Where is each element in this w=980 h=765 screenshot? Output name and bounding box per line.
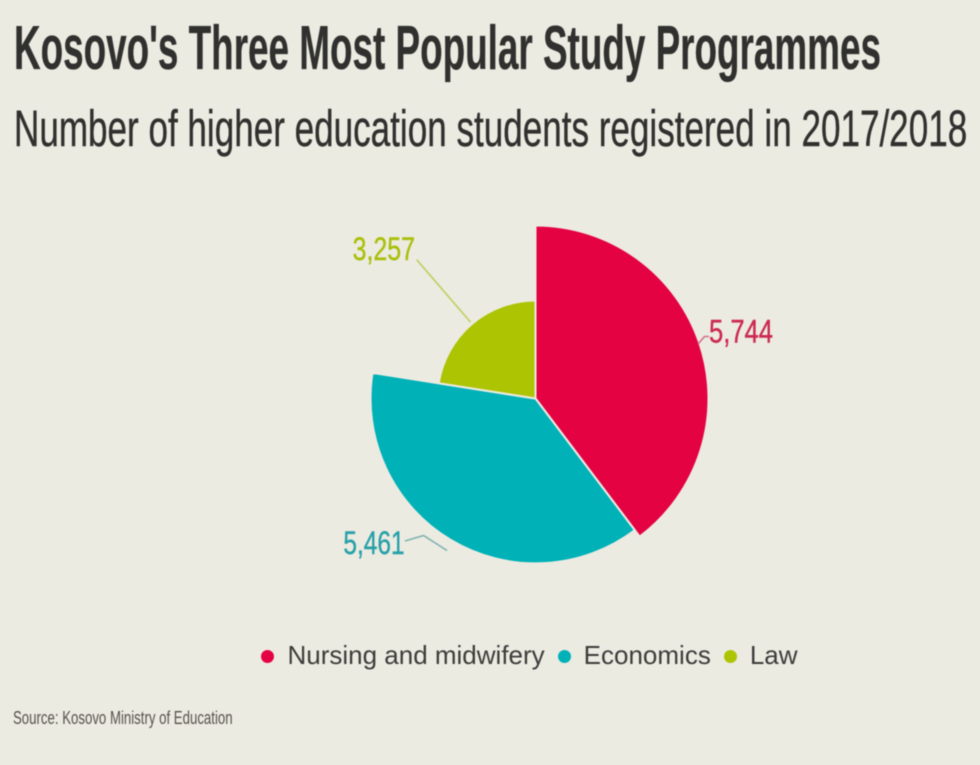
svg-text:5,744: 5,744	[709, 313, 773, 349]
svg-text:3,257: 3,257	[353, 231, 415, 267]
svg-text:5,461: 5,461	[343, 525, 404, 561]
